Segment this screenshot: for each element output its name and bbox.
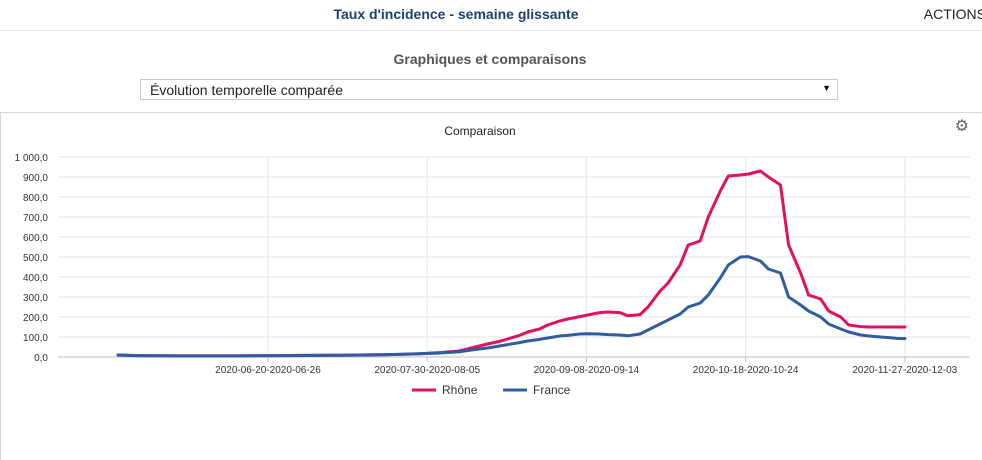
actions-menu-button[interactable]: ACTIONS xyxy=(923,6,982,22)
y-tick-label: 800,0 xyxy=(23,193,48,204)
gear-icon[interactable]: ⚙ xyxy=(954,118,969,135)
legend-label: France xyxy=(533,383,571,397)
legend-label: Rhône xyxy=(442,383,478,397)
y-tick-label: 700,0 xyxy=(23,213,48,224)
y-tick-label: 600,0 xyxy=(23,233,48,244)
x-tick-label: 2020-09-08-2020-09-14 xyxy=(534,365,640,376)
y-tick-label: 100,0 xyxy=(23,333,48,344)
series-line-france xyxy=(116,255,907,358)
y-tick-label: 900,0 xyxy=(23,173,48,184)
y-tick-label: 0,0 xyxy=(34,353,48,364)
section-title: Graphiques et comparaisons xyxy=(393,51,587,67)
x-tick-label: 2020-06-20-2020-06-26 xyxy=(215,365,321,376)
page-title: Taux d'incidence - semaine glissante xyxy=(333,6,579,22)
y-tick-label: 1 000,0 xyxy=(15,153,49,164)
y-tick-label: 200,0 xyxy=(23,313,48,324)
y-tick-label: 400,0 xyxy=(23,273,48,284)
y-tick-label: 500,0 xyxy=(23,253,48,264)
chart-type-select[interactable]: Évolution temporelle comparée ▼ xyxy=(140,79,838,100)
series-line-rhone xyxy=(116,169,907,358)
chart-panel xyxy=(0,112,982,460)
x-tick-label: 2020-07-30-2020-08-05 xyxy=(374,365,480,376)
x-tick-label: 2020-10-18-2020-10-24 xyxy=(693,365,799,376)
top-bar: Taux d'incidence - semaine glissante ACT… xyxy=(0,0,982,31)
y-tick-label: 300,0 xyxy=(23,293,48,304)
chart-title: Comparaison xyxy=(444,124,515,138)
x-tick-label: 2020-11-27-2020-12-03 xyxy=(852,365,957,376)
caret-down-icon: ▼ xyxy=(822,83,831,93)
chart-type-select-value: Évolution temporelle comparée xyxy=(150,82,343,98)
